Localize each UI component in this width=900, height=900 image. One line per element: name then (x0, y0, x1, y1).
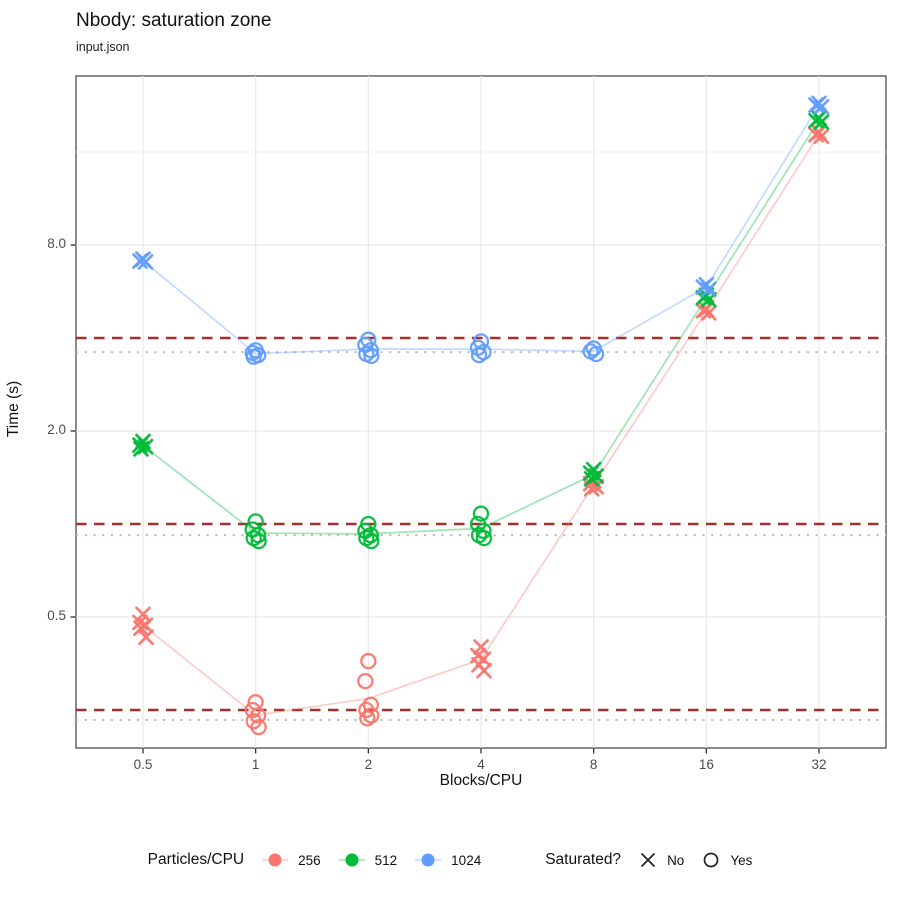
y-tick-label: 0.5 (47, 608, 66, 623)
y-axis-title: Time (s) (5, 380, 22, 438)
data-point-circle (470, 347, 488, 364)
data-point-x (137, 254, 154, 270)
data-point-circle (588, 345, 605, 363)
legend-label: No (667, 852, 685, 868)
circle-marker-icon (703, 852, 719, 868)
data-point-x (583, 471, 600, 487)
legend-saturated: Saturated? No Yes (545, 849, 752, 871)
plot-panel (70, 75, 887, 754)
legend-item-no: No (637, 849, 684, 871)
data-point-circle (475, 522, 492, 540)
data-point-circle (250, 533, 267, 550)
legend-particles-per-cpu: Particles/CPU 256 512 1024 (148, 850, 482, 870)
data-point-x (133, 441, 149, 457)
data-point-circle (245, 348, 262, 365)
legend-item-512: 512 (337, 850, 398, 870)
data-point-circle (363, 533, 380, 550)
data-point-circle (360, 652, 377, 670)
x-tick-label: 16 (698, 757, 714, 772)
data-point-x (700, 281, 717, 298)
data-point-circle (358, 701, 375, 719)
legend-item-256: 256 (260, 850, 321, 870)
data-point-circle (362, 342, 379, 359)
x-marker-icon (640, 852, 656, 868)
legend-label: Yes (730, 852, 753, 868)
legend-label: 256 (298, 852, 321, 868)
chart-title: Nbody: saturation zone (76, 10, 272, 31)
data-point-circle (475, 529, 493, 547)
legend-item-yes: Yes (700, 849, 752, 871)
y-tick-label: 8.0 (47, 236, 66, 251)
data-point-x (588, 478, 605, 495)
legend-shape-title: Saturated? (545, 851, 622, 868)
data-point-x (813, 114, 830, 130)
data-point-x (476, 662, 492, 679)
data-point-circle (250, 719, 267, 736)
chart-subtitle: input.json (76, 40, 130, 54)
x-tick-label: 4 (477, 757, 485, 772)
x-tick-label: 1 (251, 757, 260, 772)
data-point-circle (363, 707, 380, 724)
data-point-x (473, 639, 489, 655)
x-tick-label: 8 (589, 757, 598, 772)
data-point-x (132, 253, 148, 269)
data-point-circle (363, 347, 380, 365)
data-point-circle (359, 710, 376, 727)
x-tick-label: 2 (364, 757, 373, 772)
legend-item-1024: 1024 (413, 850, 481, 870)
x-axis-title: Blocks/CPU (439, 772, 523, 789)
legend-key-dot-icon (415, 853, 442, 867)
data-point-x (700, 305, 717, 321)
y-tick-label: 2.0 (47, 422, 66, 437)
legend-color-title: Particles/CPU (147, 851, 245, 868)
data-point-x (813, 99, 830, 115)
data-point-circle (357, 672, 374, 690)
data-point-circle (472, 505, 490, 522)
legend-label: 512 (374, 852, 398, 868)
x-tick-label: 0.5 (133, 757, 153, 772)
x-tick-label: 32 (811, 757, 827, 772)
data-point-x (138, 629, 154, 646)
legend-key-dot-icon (338, 853, 365, 867)
legend: Particles/CPU 256 512 1024 Saturated? No Ye… (0, 838, 900, 882)
data-point-x (813, 128, 830, 145)
legend-label: 1024 (451, 852, 482, 868)
data-point-circle (244, 701, 261, 719)
data-point-x (133, 620, 149, 637)
legend-key-dot-icon (262, 853, 289, 867)
